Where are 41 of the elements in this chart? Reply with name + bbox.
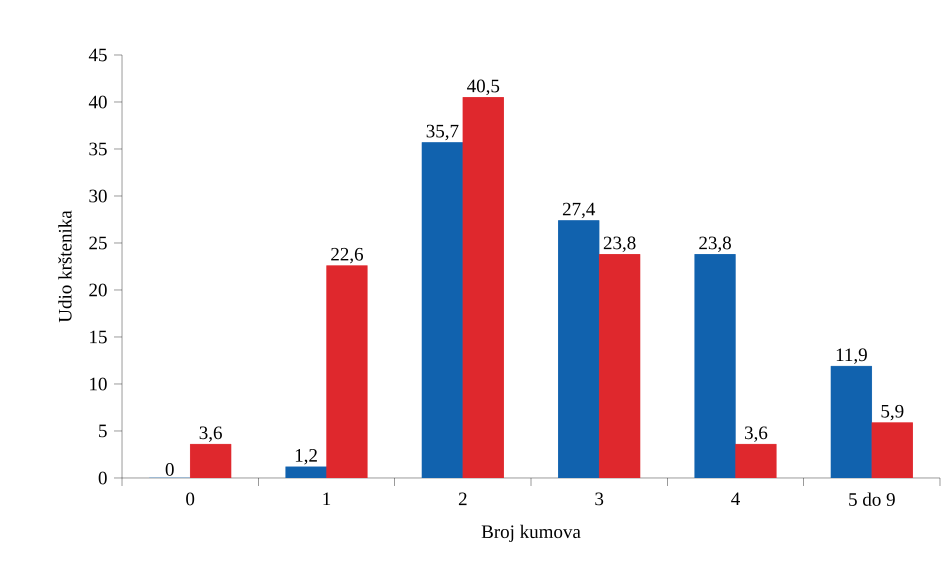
data-label: 11,9 [836,348,867,364]
x-tick-label: 5 do 9 [849,492,895,506]
data-label: 0 [166,462,174,476]
y-tick-label: 15 [90,330,107,344]
data-label: 23,8 [699,236,731,252]
x-tick-label: 2 [458,492,467,506]
x-tick-label: 0 [186,492,194,506]
bar [735,444,777,478]
data-label: 3,6 [744,426,768,442]
y-tick-label: 10 [90,378,107,390]
y-axis-title: Udio krštenika [58,210,72,322]
data-label: 22,6 [331,248,364,264]
x-tick-label: 3 [595,492,604,506]
bar [558,220,600,478]
bar [872,422,913,478]
data-label: 1,2 [296,449,317,464]
data-label: 40,5 [467,80,500,96]
bar [694,254,736,478]
y-tick-label: 25 [89,236,107,250]
bar [422,142,464,478]
y-tick-label: 20 [89,284,107,296]
bar [830,366,872,478]
data-label: 35,7 [426,124,458,140]
x-tick-label: 1 [323,492,330,506]
bar [190,444,232,478]
bar [598,254,640,478]
y-tick-label: 5 [99,424,107,438]
y-tick-label: 45 [88,48,107,62]
bar [326,265,368,478]
x-tick-label: 4 [731,492,740,506]
y-tick-label: 30 [89,190,107,202]
data-label: 23,8 [604,236,636,252]
bar [462,97,504,478]
data-label: 27,4 [562,202,596,218]
data-label: 5,9 [882,404,904,420]
x-axis-title: Broj kumova [482,524,581,542]
y-tick-label: 35 [89,142,107,156]
bar [285,466,327,478]
data-label: 3,6 [200,426,222,442]
y-tick-label: 40 [88,96,107,108]
y-tick-label: 0 [98,472,107,484]
